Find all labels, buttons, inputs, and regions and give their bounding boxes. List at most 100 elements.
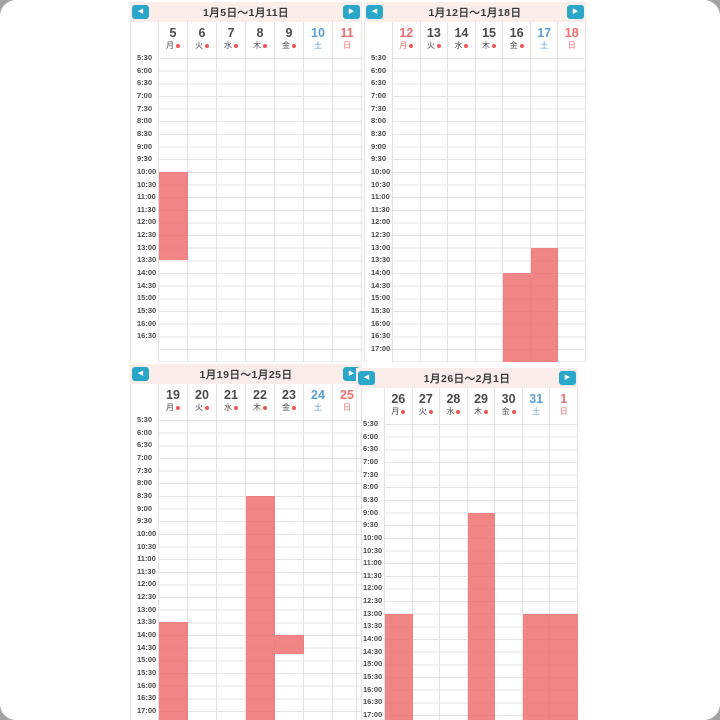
time-label: 5:30 — [137, 415, 153, 424]
day-column[interactable] — [217, 420, 246, 720]
time-label: 7:30 — [363, 469, 379, 479]
prev-week-button[interactable]: ◀ — [358, 371, 375, 385]
time-label: 14:00 — [137, 268, 157, 278]
time-label: 6:30 — [371, 78, 387, 88]
time-label: 9:30 — [363, 520, 379, 530]
day-header-10[interactable]: 10 土 — [304, 22, 333, 58]
prev-week-button[interactable]: ◀ — [132, 5, 149, 19]
shift-block[interactable] — [385, 613, 413, 720]
day-column[interactable] — [421, 58, 449, 362]
shift-block[interactable] — [246, 495, 275, 720]
shift-block[interactable] — [159, 622, 188, 720]
week-nav-header: ◀ 1月12日〜1月18日 ▶ — [364, 2, 586, 22]
dow-label: 金 — [501, 407, 510, 416]
day-column[interactable] — [448, 58, 476, 362]
availability-dot — [492, 43, 497, 48]
day-header-21[interactable]: 21 水 — [217, 384, 246, 420]
day-column[interactable] — [440, 424, 468, 720]
date-number: 8 — [256, 26, 264, 40]
next-week-button[interactable]: ▶ — [567, 5, 584, 19]
week-nav-header: ◀ 1月26日〜2月1日 ▶ — [356, 368, 578, 388]
day-column[interactable] — [385, 424, 413, 720]
day-column[interactable] — [333, 420, 362, 720]
day-header-22[interactable]: 22 木 — [246, 384, 275, 420]
next-week-button[interactable]: ▶ — [343, 367, 360, 381]
week-panel-1: ◀ 1月5日〜1月11日 ▶ 5 月 6 火 7 水 8 木 9 金 10 土 11 日 5:30 6:00 6:30… — [130, 2, 362, 362]
day-header-row: 12 月 13 火 14 水 15 木 16 金 17 土 18 日 — [364, 22, 587, 58]
shift-block[interactable] — [467, 512, 496, 720]
day-column[interactable] — [523, 424, 551, 720]
day-column[interactable] — [275, 420, 304, 720]
time-label: 11:00 — [137, 192, 156, 202]
next-week-button[interactable]: ▶ — [559, 371, 576, 385]
day-header-16[interactable]: 16 金 — [503, 22, 531, 58]
shift-block[interactable] — [530, 247, 559, 362]
time-label: 15:00 — [371, 293, 391, 303]
day-header-18[interactable]: 18 日 — [558, 22, 587, 58]
shift-block[interactable] — [522, 613, 578, 720]
availability-dot — [234, 43, 238, 48]
day-column[interactable] — [159, 420, 188, 720]
time-gutter: 5:30 6:00 6:30 7:00 7:30 8:00 8:30 9:00 9:30 10:0… — [131, 416, 159, 720]
day-header-19[interactable]: 19 月 — [159, 384, 188, 420]
shift-block[interactable] — [159, 171, 188, 261]
day-header-17[interactable]: 17 土 — [531, 22, 559, 58]
day-column[interactable] — [188, 58, 217, 362]
dow-label: 土 — [314, 41, 322, 50]
time-label: 17:00 — [137, 705, 157, 715]
day-header-11[interactable]: 11 日 — [333, 22, 362, 58]
prev-week-button[interactable]: ◀ — [366, 5, 383, 19]
day-header-23[interactable]: 23 金 — [275, 384, 304, 420]
day-column[interactable] — [476, 58, 504, 362]
shift-block[interactable] — [275, 635, 304, 655]
day-column[interactable] — [304, 420, 333, 720]
dow-row: 火 — [413, 407, 440, 416]
day-header-12[interactable]: 12 月 — [393, 22, 421, 58]
shift-block[interactable] — [503, 273, 531, 362]
day-header-24[interactable]: 24 土 — [304, 384, 333, 420]
day-header-13[interactable]: 13 火 — [421, 22, 449, 58]
day-column[interactable] — [304, 58, 333, 362]
day-column[interactable] — [495, 424, 523, 720]
day-column[interactable] — [275, 58, 304, 362]
day-header-14[interactable]: 14 水 — [448, 22, 476, 58]
day-column[interactable] — [558, 58, 587, 362]
day-column[interactable] — [550, 424, 579, 720]
day-header-28[interactable]: 28 水 — [440, 388, 468, 424]
date-number: 27 — [418, 392, 433, 406]
day-column[interactable] — [333, 58, 362, 362]
dow-label: 日 — [559, 407, 568, 416]
dow-row: 木 — [476, 41, 503, 50]
day-header-31[interactable]: 31 土 — [523, 388, 551, 424]
time-gutter: 5:30 6:00 6:30 7:00 7:30 8:00 8:30 9:00 9:30 10:0… — [357, 420, 385, 720]
date-number: 21 — [224, 388, 238, 402]
day-column[interactable] — [413, 424, 441, 720]
day-column[interactable] — [188, 420, 217, 720]
day-header-29[interactable]: 29 木 — [468, 388, 496, 424]
next-week-button[interactable]: ▶ — [343, 5, 360, 19]
time-label: 11:00 — [363, 558, 382, 568]
day-header-25[interactable]: 25 日 — [333, 384, 362, 420]
day-header-27[interactable]: 27 火 — [413, 388, 441, 424]
day-column[interactable] — [393, 58, 421, 362]
prev-week-button[interactable]: ◀ — [132, 367, 149, 381]
date-number: 11 — [340, 26, 354, 40]
day-header-26[interactable]: 26 月 — [385, 388, 413, 424]
day-header-15[interactable]: 15 木 — [476, 22, 504, 58]
dow-row: 土 — [304, 403, 332, 412]
day-header-row: 26 月 27 火 28 水 29 木 30 金 31 土 1 日 — [356, 388, 579, 424]
day-column[interactable] — [531, 58, 559, 362]
day-header-30[interactable]: 30 金 — [495, 388, 523, 424]
time-gutter-spacer — [131, 384, 159, 420]
day-column[interactable] — [246, 58, 275, 362]
day-header-20[interactable]: 20 火 — [188, 384, 217, 420]
time-label: 7:00 — [137, 90, 153, 100]
day-column[interactable] — [503, 58, 531, 362]
day-column[interactable] — [217, 58, 246, 362]
